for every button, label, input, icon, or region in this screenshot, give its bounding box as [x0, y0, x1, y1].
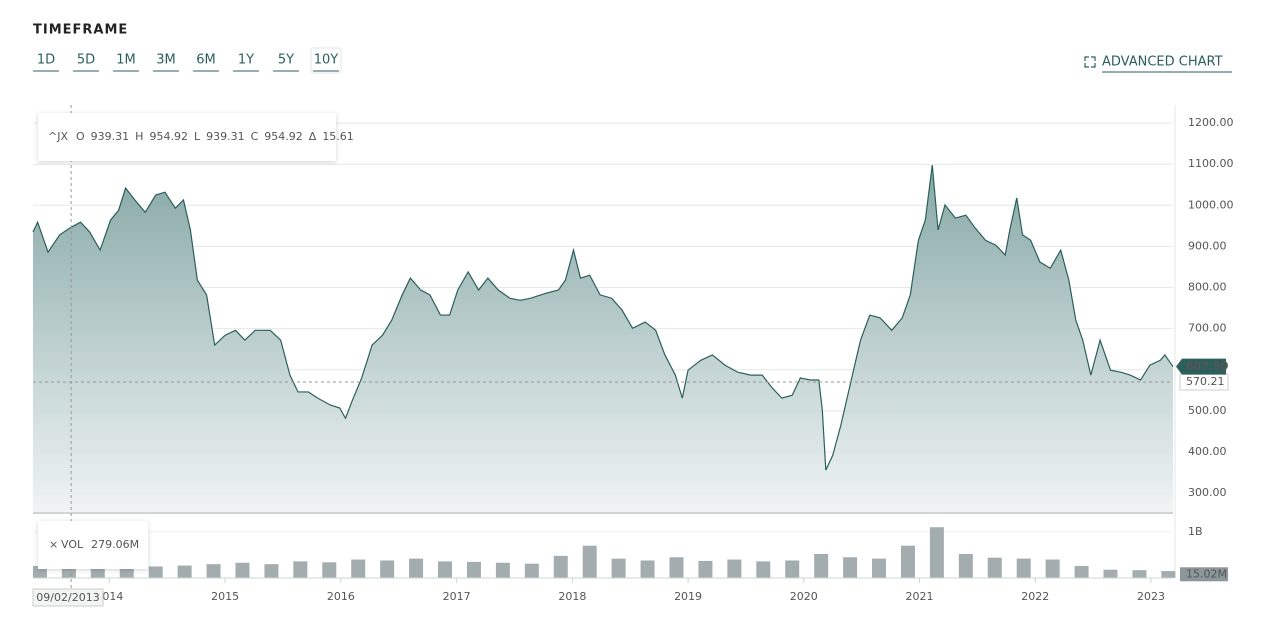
volume-bar: [90, 566, 105, 578]
tooltip-key: O: [76, 130, 85, 143]
x-tick-label: 2019: [674, 590, 702, 603]
volume-bar: [177, 565, 192, 578]
last-volume-tag: [1180, 567, 1228, 582]
timeframe-button[interactable]: 3M: [156, 53, 176, 68]
tooltip-box: [38, 113, 336, 161]
timeframe-button[interactable]: 5D: [77, 53, 95, 68]
volume-bar: [1045, 559, 1060, 578]
volume-bar: [148, 566, 163, 578]
volume-bar: [1016, 558, 1031, 578]
volume-bar: [524, 563, 539, 578]
volume-label: VOL: [61, 538, 84, 551]
volume-bar: [814, 554, 829, 578]
volume-bar: [929, 527, 944, 578]
last-price: 607.50: [1186, 360, 1229, 373]
timeframe-button[interactable]: 5Y: [278, 53, 294, 68]
x-tick-label: 2017: [443, 590, 471, 603]
volume-bar: [872, 558, 887, 578]
tooltip-symbol: ^JX: [48, 130, 68, 143]
volume-bar: [1161, 571, 1176, 578]
volume-bar: [293, 561, 308, 578]
selected-box: [310, 47, 342, 74]
volume-legend-box: [38, 521, 148, 569]
advanced-chart[interactable]: ADVANCED CHART: [1102, 55, 1223, 70]
tooltip-key: Δ: [309, 130, 317, 143]
volume-bar: [669, 557, 684, 578]
tooltip-value: 954.92: [264, 130, 303, 143]
volume-bar: [351, 559, 366, 578]
volume-bar: [611, 558, 626, 578]
x-tick-label: 2020: [790, 590, 818, 603]
volume-bar: [206, 564, 221, 578]
y-tick-label: 400.00: [1188, 445, 1227, 458]
timeframe-button[interactable]: 1D: [37, 53, 55, 68]
volume-bar: [843, 557, 858, 578]
last-volume: 15.02M: [1186, 567, 1227, 580]
volume-bar: [1103, 569, 1118, 578]
volume-bar: [640, 560, 655, 578]
x-tick-label: 2018: [558, 590, 586, 603]
y-tick-label: 700.00: [1188, 322, 1227, 335]
volume-value: 279.06M: [91, 538, 139, 551]
tooltip-value: 939.31: [91, 130, 130, 143]
volume-bar: [900, 545, 915, 578]
volume-bar: [438, 561, 453, 578]
volume-bar: [987, 557, 1002, 578]
y-tick-label: 800.00: [1188, 281, 1227, 294]
crosshair-date: 09/02/2013: [36, 591, 99, 604]
volume-bar: [264, 564, 279, 578]
crosshair-date-box: [32, 588, 104, 607]
volume-bar: [495, 562, 510, 578]
timeframe-button[interactable]: 10Y: [314, 53, 339, 68]
volume-bar: [553, 555, 568, 578]
crosshair-price: 570.21: [1186, 375, 1225, 388]
y-tick-label: 500.00: [1188, 404, 1227, 417]
timeframe-button[interactable]: 6M: [196, 53, 216, 68]
volume-bar: [756, 561, 771, 578]
y-tick-label: 1100.00: [1188, 157, 1234, 170]
volume-bar: [727, 559, 742, 578]
volume-bar: [1074, 566, 1089, 578]
volume-bar: [61, 566, 76, 578]
y-tick-label: 1200.00: [1188, 116, 1234, 129]
price-line: [32, 164, 1174, 471]
legend-close: ×: [49, 538, 58, 551]
volume-bar: [322, 562, 337, 578]
timeframe-title: TIMEFRAME: [33, 23, 128, 38]
x-tick-label: 2016: [327, 590, 355, 603]
y-tick-label: 900.00: [1188, 239, 1227, 252]
volume-bar: [785, 560, 800, 578]
area-fill: [33, 165, 1173, 512]
x-tick-label: 2022: [1021, 590, 1049, 603]
volume-tick-label: 1B: [1188, 525, 1203, 538]
volume-bar: [1132, 570, 1147, 578]
timeframe-button[interactable]: 1Y: [238, 53, 254, 68]
tooltip-value: 15.61: [322, 130, 354, 143]
volume-bar: [409, 558, 424, 578]
volume-bar: [466, 561, 481, 578]
timeframe-button[interactable]: 1M: [116, 53, 136, 68]
x-tick-label: 2015: [211, 590, 239, 603]
y-tick-label: 1000.00: [1188, 198, 1234, 211]
y-tick-label: 300.00: [1188, 486, 1227, 499]
x-tick-label: 2023: [1137, 590, 1165, 603]
last-price-tag: [1176, 358, 1226, 375]
volume-bar: [582, 545, 597, 578]
volume-bar: [958, 554, 973, 578]
tooltip-key: C: [251, 130, 259, 143]
tooltip-value: 954.92: [149, 130, 188, 143]
x-tick-label: 2021: [906, 590, 934, 603]
volume-bar: [235, 562, 250, 578]
tooltip-key: H: [135, 130, 143, 143]
volume-bar: [380, 560, 395, 578]
tooltip-value: 939.31: [206, 130, 245, 143]
volume-bar: [698, 560, 713, 578]
expand-icon: [1084, 56, 1096, 68]
tooltip-key: L: [194, 130, 201, 143]
